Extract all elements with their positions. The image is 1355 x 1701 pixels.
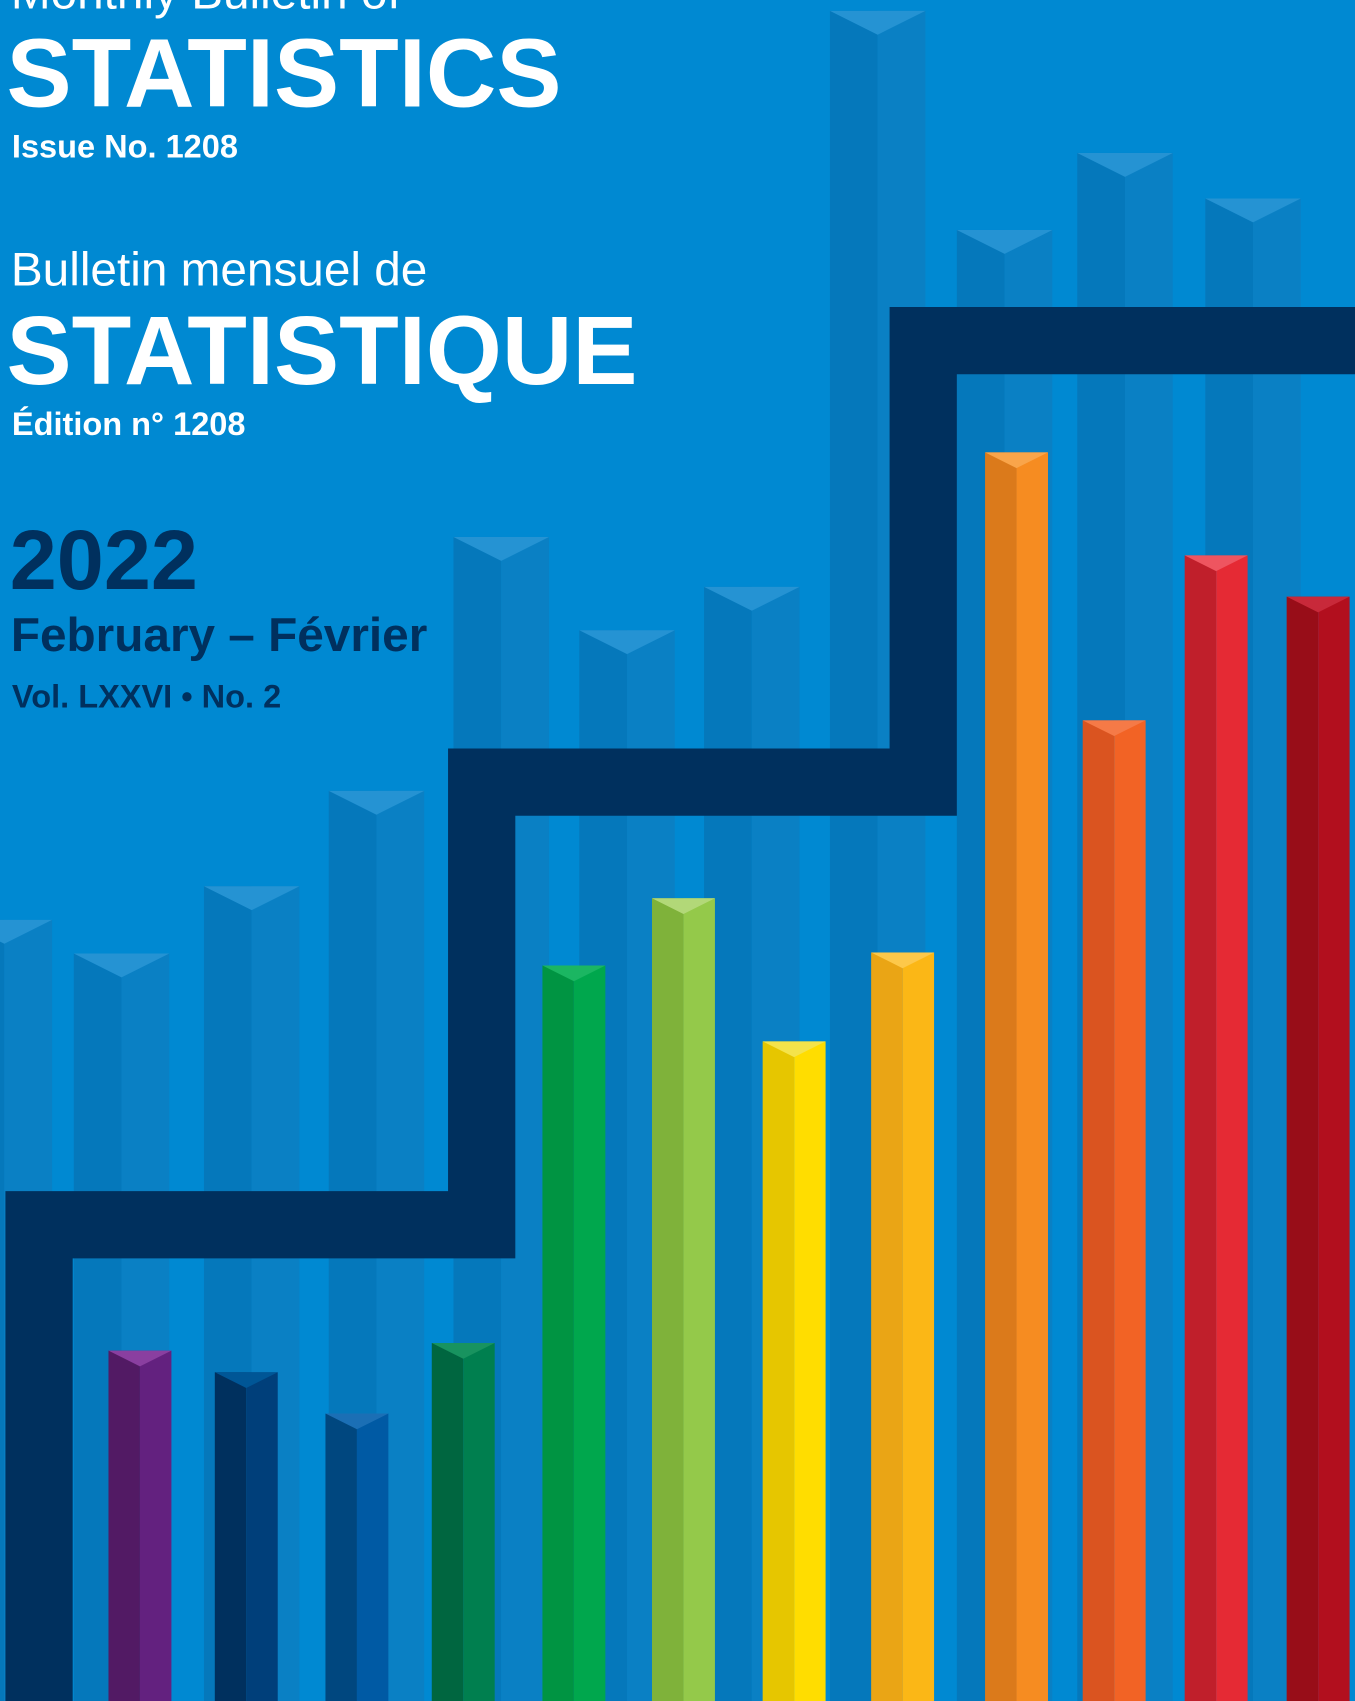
- bar: [1016, 452, 1048, 1701]
- background-bar: [829, 10, 878, 1701]
- background-bar-cap: [328, 790, 425, 815]
- month: February – Février: [11, 609, 427, 662]
- issue: Édition n° 1208: [12, 405, 246, 442]
- background-bar-cap: [0, 919, 53, 944]
- bar: [1286, 596, 1319, 1701]
- bar-cap: [325, 1413, 389, 1430]
- bar: [246, 1372, 278, 1701]
- title-prefix: Bulletin mensuel de: [11, 243, 427, 296]
- background-bar-cap: [829, 10, 926, 35]
- background-bar-cap: [579, 630, 675, 655]
- bar-cap: [762, 1041, 826, 1058]
- title: STATISTIQUE: [7, 296, 638, 405]
- bar: [985, 452, 1017, 1701]
- background-bar-cap: [453, 536, 549, 561]
- bar-cap: [652, 898, 715, 914]
- bar-cap: [1286, 596, 1350, 613]
- bar-cap: [431, 1343, 495, 1359]
- issue: Issue No. 1208: [12, 128, 238, 164]
- background-bar-cap: [956, 229, 1053, 254]
- bar: [1114, 720, 1146, 1701]
- background-bar-cap: [203, 886, 300, 911]
- bar: [652, 898, 684, 1701]
- bar-cap: [214, 1372, 278, 1389]
- bar: [871, 952, 903, 1701]
- year: 2022: [10, 512, 198, 607]
- bar: [1184, 555, 1217, 1701]
- bar: [762, 1041, 795, 1701]
- bar: [794, 1041, 826, 1701]
- background-bar-cap: [73, 953, 170, 978]
- bar: [1318, 596, 1350, 1701]
- bar: [325, 1413, 357, 1701]
- bar: [683, 898, 715, 1701]
- bar: [1082, 720, 1115, 1701]
- bar-cap: [871, 952, 935, 969]
- step-line: [5, 307, 1355, 1701]
- bar: [214, 1372, 247, 1701]
- volume: Vol. LXXVI • No. 2: [12, 678, 281, 714]
- colored-bars: [108, 452, 1350, 1701]
- bar: [463, 1343, 495, 1701]
- title-prefix: Monthly Bulletin of: [11, 0, 402, 20]
- bar: [139, 1350, 172, 1701]
- title: STATISTICS: [7, 18, 562, 127]
- bar: [573, 965, 606, 1701]
- background-bar-cap: [1205, 198, 1301, 223]
- background-bar: [0, 919, 5, 1701]
- bar: [431, 1343, 464, 1701]
- bar-cap: [985, 452, 1048, 469]
- bar-cap: [108, 1350, 172, 1367]
- bar: [902, 952, 935, 1701]
- bar: [108, 1350, 140, 1701]
- background-bar-cap: [704, 586, 800, 611]
- bar: [542, 965, 574, 1701]
- bar-cap: [1082, 720, 1146, 737]
- bar: [1216, 555, 1248, 1701]
- background-bar-cap: [1077, 152, 1173, 177]
- bar-cap: [542, 965, 606, 982]
- bar: [356, 1413, 389, 1701]
- bar-cap: [1184, 555, 1248, 572]
